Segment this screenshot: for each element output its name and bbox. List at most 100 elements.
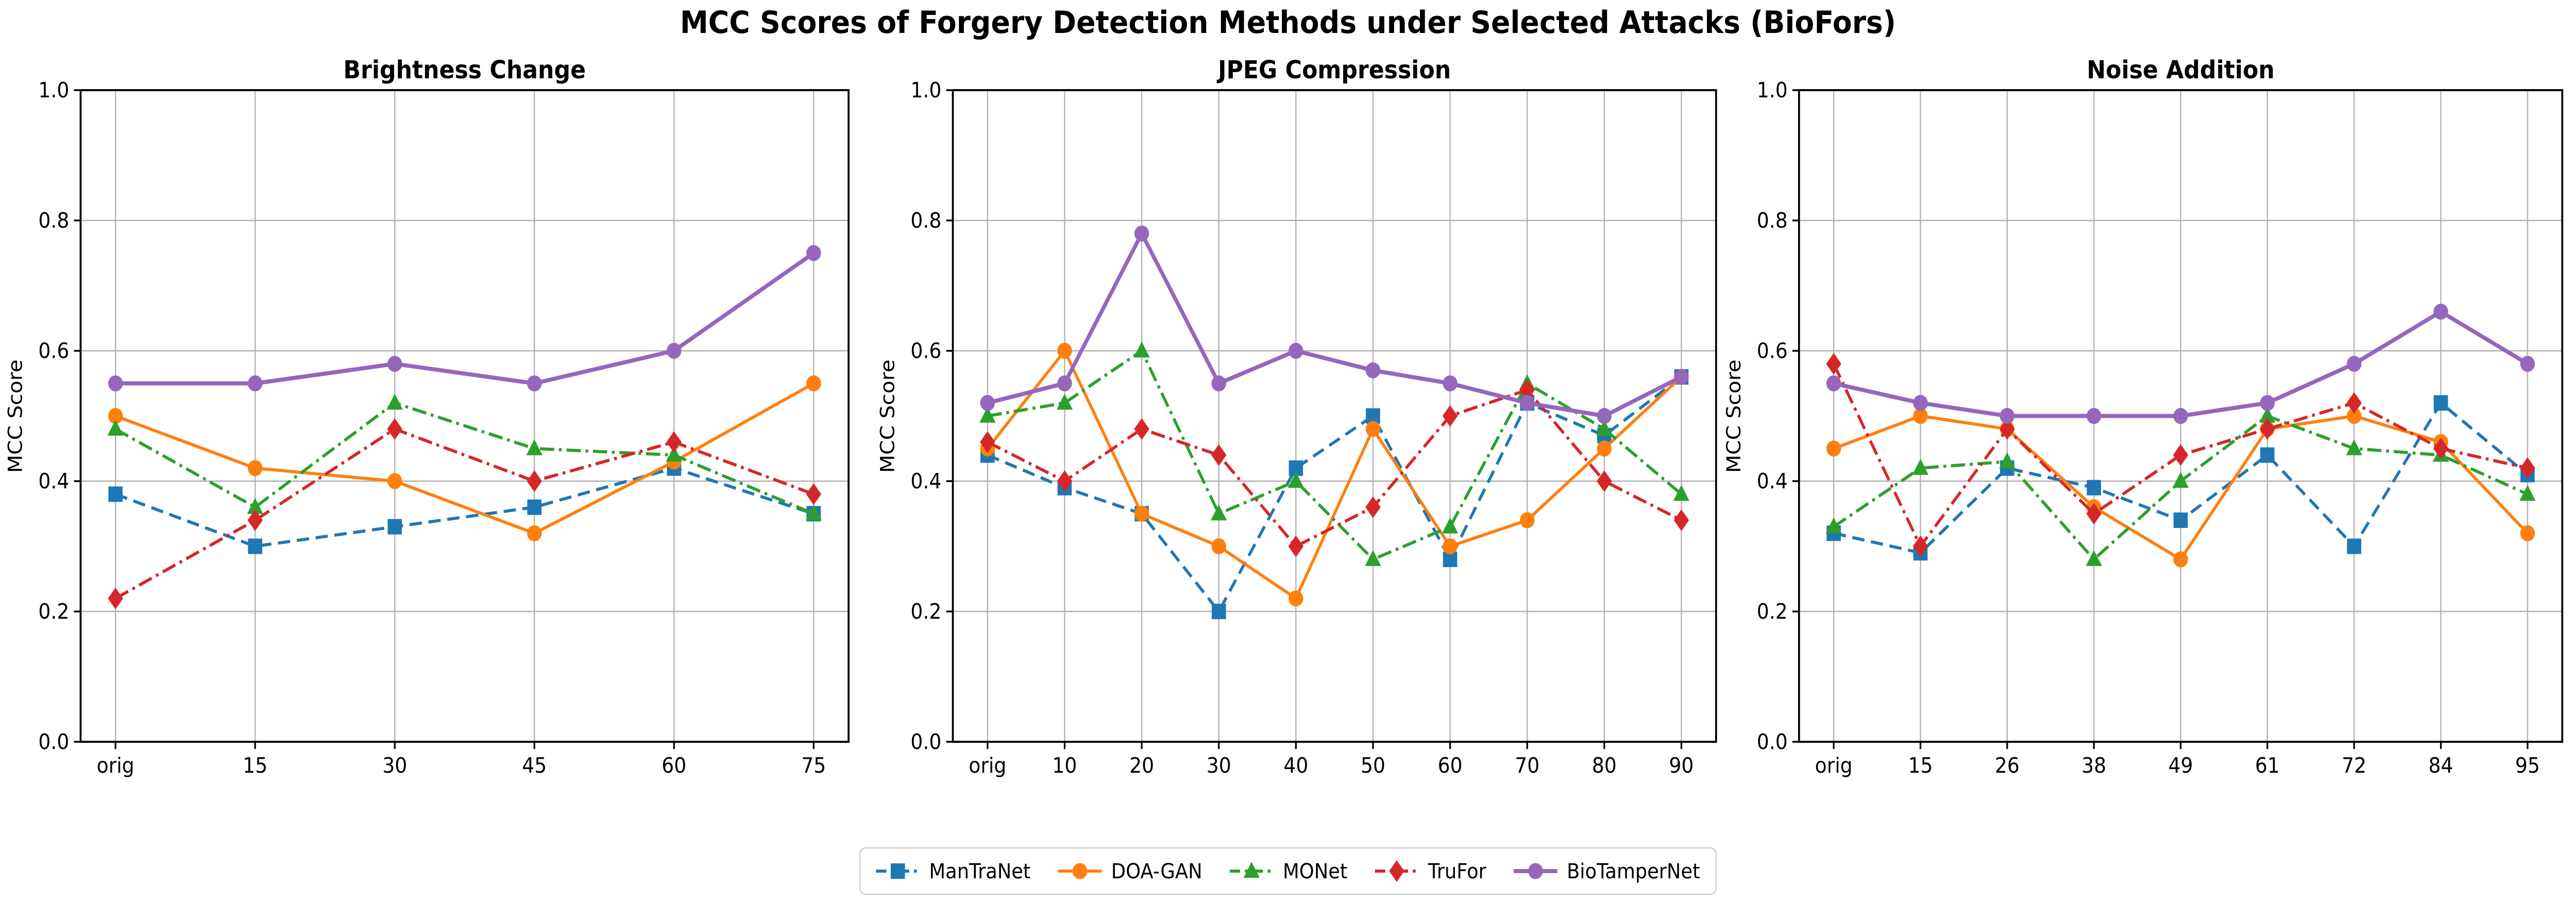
marker-TruFor (108, 587, 123, 609)
x-tick-label: 45 (522, 754, 547, 778)
marker-TruFor (1288, 535, 1304, 557)
legend-item-TruFor: TruFor (1375, 860, 1486, 884)
marker-ManTraNet (248, 538, 263, 554)
legend-item-DOA-GAN: DOA-GAN (1058, 860, 1202, 883)
marker-BioTamperNet (2173, 408, 2188, 424)
marker-BioTamperNet (1134, 225, 1149, 242)
legend-item-BioTamperNet: BioTamperNet (1514, 860, 1700, 884)
legend-items: ManTraNet DOA-GAN MONet TruFor BioTamperNet (876, 860, 1700, 884)
y-tick-label: 0.6 (1757, 339, 1788, 364)
marker-TruFor (1519, 379, 1535, 401)
marker-DOA-GAN (1913, 408, 1928, 424)
series-line-ManTraNet (987, 376, 1683, 615)
marker-MONet (2519, 485, 2536, 501)
subplot3-ylabel: MCC Score (1722, 360, 1745, 473)
legend-label-ManTraNet: ManTraNet (929, 860, 1030, 884)
y-tick-label: 0.8 (38, 209, 69, 233)
marker-BioTamperNet (108, 375, 123, 392)
x-tick-label: 72 (2342, 754, 2366, 778)
marker-BioTamperNet (1365, 362, 1381, 379)
y-tick-label: 0.4 (38, 469, 69, 494)
marker-DOA-GAN (1365, 421, 1381, 437)
marker-MONet (107, 419, 124, 436)
x-tick-label: orig (97, 754, 134, 778)
y-tick-label: 0.0 (910, 730, 941, 755)
marker-MONet (2259, 406, 2276, 423)
y-tick-label: 0.4 (1757, 469, 1788, 494)
x-tick-label: orig (969, 754, 1006, 778)
marker-DOA-GAN (1057, 343, 1072, 359)
marker-MONet (2346, 439, 2362, 455)
marker-DOA-GAN (2347, 408, 2362, 424)
marker-BioTamperNet (2520, 355, 2535, 372)
marker-DOA-GAN (247, 460, 263, 476)
marker-DOA-GAN (1211, 538, 1226, 554)
marker-TruFor (1912, 535, 1928, 557)
marker-BioTamperNet (666, 343, 682, 359)
x-tick-label: 60 (1438, 754, 1463, 778)
marker-BioTamperNet (1057, 375, 1072, 392)
marker-BioTamperNet (2433, 303, 2448, 320)
marker-TruFor (2173, 444, 2189, 466)
marker-MONet (2086, 550, 2102, 566)
marker-BioTamperNet (1443, 375, 1458, 392)
x-tick-label: 90 (1669, 754, 1694, 778)
marker-DOA-GAN (1597, 440, 1612, 457)
legend-label-BioTamperNet: BioTamperNet (1567, 860, 1700, 884)
marker-DOA-GAN (527, 525, 542, 541)
x-tick-label: 38 (2081, 754, 2106, 778)
x-tick-label: orig (1815, 754, 1853, 778)
marker-MONet (1056, 394, 1073, 410)
x-tick-label: 84 (2429, 754, 2453, 778)
marker-TruFor (2086, 503, 2102, 525)
legend-marker-icon (1528, 863, 1543, 879)
marker-BioTamperNet (527, 375, 542, 392)
legend: ManTraNet DOA-GAN MONet TruFor BioTamperNet (859, 847, 1717, 895)
marker-DOA-GAN (2520, 525, 2535, 541)
legend-box-group: ManTraNet DOA-GAN MONet TruFor BioTamperNet (859, 847, 1717, 895)
marker-MONet (1442, 517, 1459, 534)
marker-BioTamperNet (2087, 408, 2102, 424)
y-tick-label: 1.0 (910, 78, 941, 103)
marker-BioTamperNet (2260, 395, 2275, 411)
marker-BioTamperNet (247, 375, 263, 392)
x-tick-label: 40 (1283, 754, 1308, 778)
marker-BioTamperNet (1999, 408, 2015, 424)
marker-ManTraNet (1211, 604, 1226, 619)
x-tick-label: 30 (1207, 754, 1231, 778)
marker-BioTamperNet (1597, 408, 1612, 424)
series-line-ManTraNet (115, 466, 815, 548)
marker-BioTamperNet (980, 395, 995, 411)
marker-ManTraNet (2087, 480, 2102, 496)
marker-DOA-GAN (806, 375, 821, 392)
legend-marker-icon (1389, 860, 1404, 882)
marker-MONet (1596, 419, 1613, 436)
marker-ManTraNet (2173, 512, 2188, 528)
series-line-BioTamperNet (115, 251, 815, 386)
legend-label-MONet: MONet (1283, 860, 1347, 884)
marker-DOA-GAN (1826, 440, 1841, 457)
subplot-1: orig 15 30 45 60 75 0.0 0.2 0.4 0.6 0.8 1.0 (38, 78, 850, 778)
marker-DOA-GAN (2173, 551, 2188, 568)
marker-BioTamperNet (387, 355, 402, 372)
marker-TruFor (1134, 418, 1149, 440)
y-tick-label: 0.0 (38, 730, 69, 755)
subplot1-title: Brightness Change (343, 55, 586, 84)
x-tick-label: 20 (1129, 754, 1154, 778)
marker-TruFor (666, 431, 682, 453)
subplot3-title: Noise Addition (2087, 55, 2275, 84)
marker-TruFor (2346, 392, 2362, 414)
x-tick-label: 75 (801, 754, 826, 778)
marker-MONet (386, 394, 403, 410)
marker-BioTamperNet (1211, 375, 1226, 392)
subplot-3: orig 15 26 38 49 61 72 84 95 0.0 0.2 0.4 0.6 0.8 1.0 (1757, 78, 2564, 778)
legend-marker-icon (890, 863, 905, 879)
marker-MONet (1133, 342, 1150, 358)
marker-BioTamperNet (1520, 395, 1535, 411)
legend-label-TruFor: TruFor (1428, 860, 1486, 884)
marker-MONet (1912, 458, 1929, 475)
marker-DOA-GAN (1520, 512, 1535, 529)
series-line-DOA-GAN (115, 382, 815, 535)
marker-TruFor (387, 418, 402, 440)
